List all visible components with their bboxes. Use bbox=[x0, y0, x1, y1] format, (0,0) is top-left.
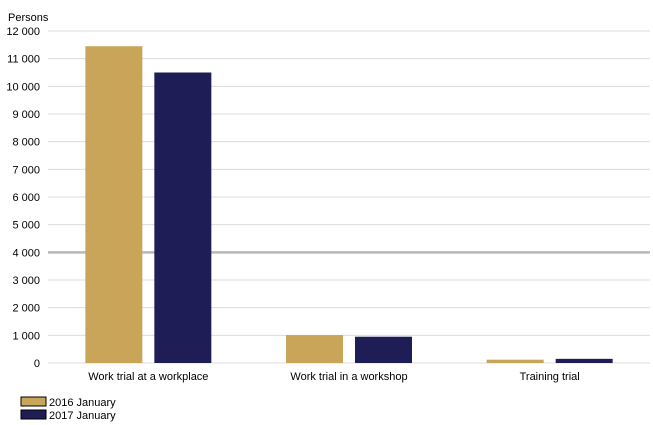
y-tick-label: 5 000 bbox=[12, 220, 40, 232]
y-tick-labels: 0 1 000 2 000 3 000 4 000 5 000 6 000 7 000 8 00… bbox=[6, 26, 40, 370]
y-tick-label: 3 000 bbox=[12, 275, 40, 287]
y-axis-title: Persons bbox=[8, 12, 49, 24]
y-tick-label: 7 000 bbox=[12, 164, 40, 176]
legend-label: 2017 January bbox=[49, 410, 116, 422]
y-tick-label: 8 000 bbox=[12, 137, 40, 149]
x-category-label: Work trial at a workplace bbox=[88, 371, 208, 383]
legend-swatch bbox=[20, 409, 47, 420]
y-tick-label: 6 000 bbox=[12, 192, 40, 204]
y-tick-label: 4 000 bbox=[12, 247, 40, 259]
bar-series-2 bbox=[555, 358, 613, 363]
bar-series-1 bbox=[286, 335, 343, 363]
x-category-labels: Work trial at a workplace Work trial in a… bbox=[88, 371, 580, 383]
y-tick-label: 1 000 bbox=[12, 330, 40, 342]
y-tick-label: 9 000 bbox=[12, 109, 40, 121]
y-tick-label: 10 000 bbox=[6, 81, 40, 93]
legend-label: 2016 January bbox=[49, 397, 116, 409]
bar-series-1 bbox=[85, 46, 143, 363]
bar-series-1 bbox=[486, 359, 544, 363]
legend-swatch bbox=[20, 396, 47, 407]
x-category-label: Training trial bbox=[520, 371, 580, 383]
y-tick-label: 12 000 bbox=[6, 26, 40, 38]
y-tick-label: 11 000 bbox=[7, 54, 40, 66]
y-tick-label: 0 bbox=[34, 358, 40, 370]
bars bbox=[85, 46, 613, 363]
x-category-label: Work trial in a workshop bbox=[290, 371, 407, 383]
gridlines bbox=[48, 30, 650, 364]
bar-series-2 bbox=[154, 72, 212, 363]
y-tick-label: 2 000 bbox=[12, 303, 40, 315]
bar-series-2 bbox=[355, 336, 412, 363]
